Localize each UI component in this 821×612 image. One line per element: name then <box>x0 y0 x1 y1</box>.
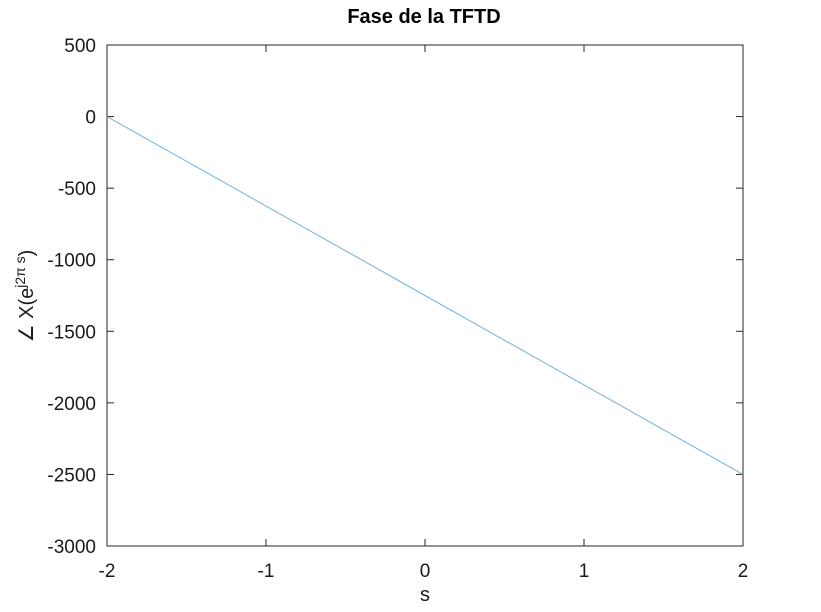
chart-title: Fase de la TFTD <box>347 6 500 28</box>
y-axis-label-close: ) <box>16 250 38 257</box>
series-layer <box>106 116 744 475</box>
x-tick-label: 0 <box>420 561 431 582</box>
y-axis-label-main: ∠ X(e <box>16 288 38 343</box>
y-tick-label: -500 <box>58 179 96 200</box>
y-tick-label: 500 <box>64 36 96 57</box>
y-axis-ticks: -3000 -2500 -2000 -1500 -1000 -500 0 500 <box>47 36 743 558</box>
x-tick-label: 1 <box>579 561 590 582</box>
x-tick-label: 2 <box>738 561 749 582</box>
y-axis-label-superscript: j2π s <box>12 256 28 288</box>
x-axis-ticks: -2 -1 0 1 2 <box>99 45 749 582</box>
y-axis-label: ∠ X(ej2π s) <box>12 250 38 343</box>
series-line <box>106 116 744 475</box>
x-tick-label: -1 <box>258 561 275 582</box>
y-tick-label: -1000 <box>47 251 96 272</box>
x-axis-label: s <box>420 584 430 606</box>
y-tick-label: -3000 <box>47 537 96 558</box>
y-tick-label: -1500 <box>47 322 96 343</box>
y-tick-label: 0 <box>85 108 96 129</box>
x-tick-label: -2 <box>99 561 116 582</box>
y-tick-label: -2000 <box>47 394 96 415</box>
y-tick-label: -2500 <box>47 465 96 486</box>
